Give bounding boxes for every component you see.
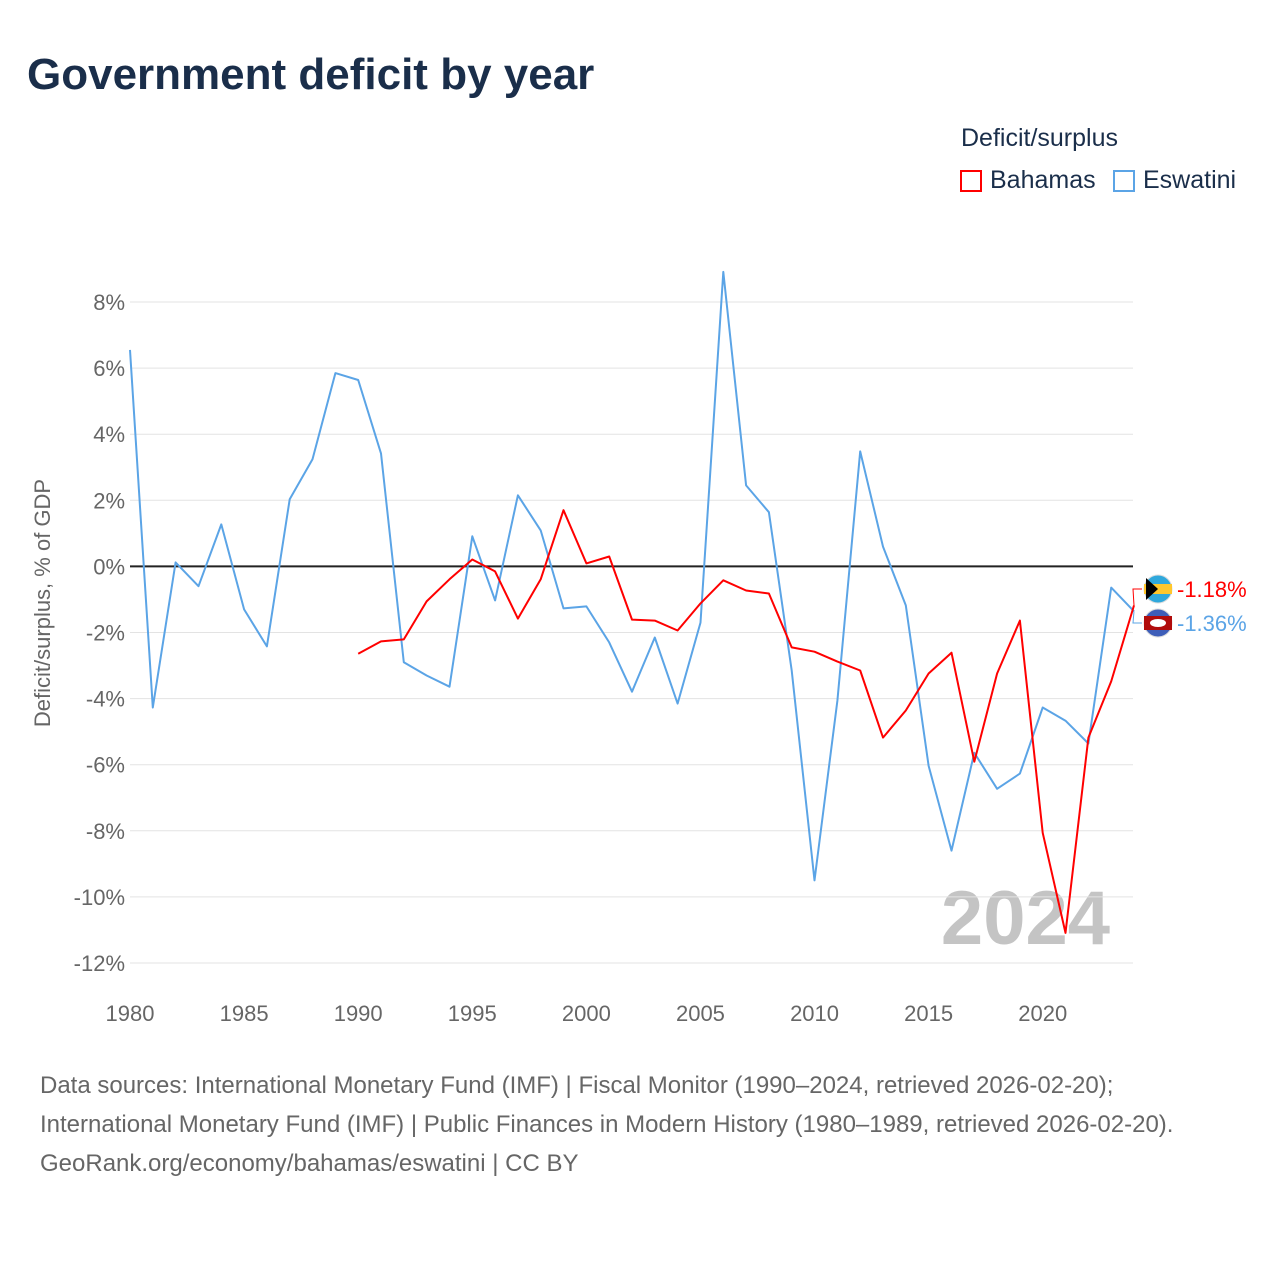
x-tick-label: 1990	[334, 1001, 383, 1026]
x-tick-label: 1980	[106, 1001, 155, 1026]
y-axis-label: Deficit/surplus, % of GDP	[30, 479, 55, 727]
y-tick-label: 4%	[93, 422, 125, 447]
y-tick-label: 6%	[93, 356, 125, 381]
x-tick-label: 1985	[220, 1001, 269, 1026]
y-tick-label: 0%	[93, 554, 125, 579]
year-watermark: 2024	[941, 876, 1110, 961]
flag-shield	[1150, 619, 1166, 627]
y-tick-label: -8%	[86, 819, 125, 844]
y-tick-label: 8%	[93, 290, 125, 315]
legend-item-bahamas[interactable]: Bahamas	[960, 166, 1096, 195]
attribution[interactable]: GeoRank.org/economy/bahamas/eswatini | C…	[40, 1150, 579, 1177]
y-tick-label: -4%	[86, 687, 125, 712]
line-chart: 2024 8% 6% 4% 2% 0% -2% -4% -6% -8% -10% -12% 1980 19…	[30, 270, 1247, 1026]
legend-label: Eswatini	[1143, 166, 1237, 194]
legend-swatch-bahamas	[960, 169, 982, 192]
y-tick-label: -12%	[74, 951, 125, 976]
x-tick-label: 2010	[790, 1001, 839, 1026]
x-tick-label: 2000	[562, 1001, 611, 1026]
x-tick-label: 2005	[676, 1001, 725, 1026]
chart-title: Government deficit by year	[27, 50, 595, 99]
end-label-eswatini: -1.36%	[1177, 611, 1247, 636]
y-tick-label: -10%	[74, 885, 125, 910]
y-tick-label: -6%	[86, 753, 125, 778]
end-label-bahamas: -1.18%	[1177, 577, 1247, 602]
x-tick-label: 2015	[904, 1001, 953, 1026]
data-sources: Data sources: International Monetary Fun…	[40, 1072, 1174, 1138]
end-label-connector	[1132, 588, 1142, 606]
y-tick-label: -2%	[86, 621, 125, 646]
flag-triangle	[1146, 578, 1158, 600]
series-line-bahamas	[357, 509, 1135, 934]
legend-label: Bahamas	[990, 166, 1096, 194]
end-label-connector	[1132, 611, 1142, 624]
x-tick-label: 2020	[1018, 1001, 1067, 1026]
series-line-eswatini	[129, 270, 1135, 882]
x-tick-label: 1995	[448, 1001, 497, 1026]
legend-title: Deficit/surplus	[961, 124, 1118, 152]
y-tick-label: 2%	[93, 488, 125, 513]
legend-swatch-eswatini	[1113, 169, 1135, 192]
footer: Data sources: International Monetary Fun…	[40, 1066, 1240, 1183]
legend-item-eswatini[interactable]: Eswatini	[1113, 166, 1236, 195]
